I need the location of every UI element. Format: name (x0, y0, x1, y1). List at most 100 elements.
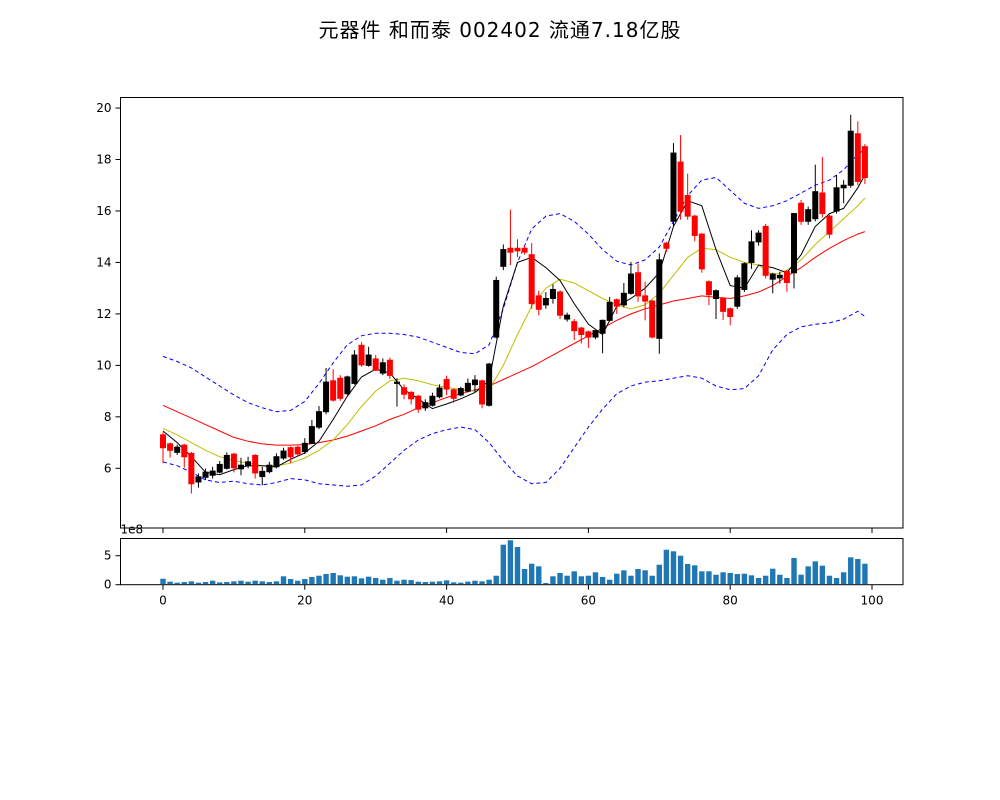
candle-up (351, 354, 358, 384)
volume-bar (174, 582, 180, 585)
svg-text:0: 0 (104, 578, 112, 592)
volume-bar (493, 575, 499, 585)
candle-down (188, 452, 195, 485)
candle-down (691, 215, 698, 236)
volume-bar (798, 574, 804, 585)
candle-up (486, 363, 493, 406)
volume-bar (195, 582, 202, 585)
candle-up (713, 290, 720, 299)
volume-bar (266, 582, 273, 585)
candle-down (294, 446, 301, 455)
volume-bar (599, 576, 606, 585)
candle-down (649, 300, 656, 338)
candle-up (805, 209, 812, 222)
candle-down (230, 453, 237, 469)
candle-down (408, 391, 415, 400)
volume-bar (564, 575, 570, 585)
volume-bars (160, 540, 868, 585)
volume-bar (812, 561, 818, 585)
volume-bar (273, 581, 280, 585)
candle-up (656, 259, 663, 339)
volume-bar (585, 575, 592, 585)
candle-down (635, 272, 642, 297)
volume-bar (642, 570, 648, 585)
candle-up (429, 395, 436, 406)
volume-bar (387, 577, 393, 585)
candle-down (450, 389, 457, 399)
volume-bar (479, 581, 485, 585)
candle-up (493, 279, 500, 338)
volume-scale-label: 1e8 (121, 523, 144, 537)
candle-down (819, 192, 826, 215)
candle-up (755, 232, 762, 243)
candle-down (167, 443, 174, 451)
volume-bar (571, 571, 577, 585)
candle-up (471, 379, 478, 386)
volume-bar (826, 575, 833, 585)
svg-text:10: 10 (96, 358, 111, 372)
candle-down (330, 380, 337, 401)
candle-up (457, 388, 464, 396)
candle-up (840, 184, 847, 189)
volume-bar (649, 575, 655, 585)
volume-bar (614, 573, 620, 585)
candle-up (393, 381, 400, 384)
volume-bar (252, 580, 258, 585)
candle-down (287, 447, 294, 458)
volume-bar (521, 568, 528, 585)
volume-bar (415, 581, 421, 585)
candle-up (748, 241, 755, 263)
candle-down (160, 434, 166, 449)
volume-bar (323, 574, 329, 585)
candle-up (273, 456, 280, 468)
candle-down (642, 295, 649, 302)
candle-up (741, 263, 748, 290)
volume-bar (167, 581, 173, 585)
candle-up (216, 463, 223, 473)
svg-text:18: 18 (96, 153, 111, 167)
volume-bar (358, 578, 365, 585)
svg-text:40: 40 (439, 594, 454, 608)
volume-bar (699, 571, 705, 585)
volume-bar (429, 581, 436, 585)
candles (160, 114, 868, 494)
svg-text:5: 5 (104, 549, 112, 563)
candle-up (436, 387, 443, 398)
candle-up (549, 288, 556, 299)
volume-bar (663, 549, 670, 585)
volume-bar (337, 575, 343, 585)
candle-up (315, 411, 322, 428)
volume-y-axis: 0 5 1e8 (104, 523, 143, 592)
candle-up (812, 191, 819, 220)
volume-bar (295, 580, 301, 585)
volume-bar (635, 568, 641, 585)
candle-down (181, 444, 188, 458)
candle-up (734, 277, 741, 307)
volume-bar (458, 582, 464, 585)
candle-down (372, 358, 379, 371)
volume-bar (202, 582, 209, 585)
candle-down (677, 161, 684, 212)
volume-bar (450, 582, 457, 585)
volume-bar (465, 581, 471, 585)
svg-text:8: 8 (104, 410, 112, 424)
candle-down (514, 247, 521, 252)
volume-bar (550, 576, 556, 585)
candle-down (535, 295, 542, 310)
volume-bar (592, 572, 599, 585)
volume-bar (209, 580, 216, 585)
volume-bar (734, 574, 740, 585)
volume-bar (713, 574, 719, 585)
candle-up (280, 450, 287, 459)
svg-text:100: 100 (861, 594, 884, 608)
candle-down (698, 233, 705, 270)
candle-up (301, 442, 308, 453)
candle-down (252, 454, 259, 474)
svg-text:6: 6 (104, 461, 112, 475)
candle-up (209, 470, 216, 476)
volume-bar (727, 572, 733, 585)
svg-text:60: 60 (581, 594, 596, 608)
candle-up (266, 464, 273, 473)
volume-bar (784, 577, 790, 585)
